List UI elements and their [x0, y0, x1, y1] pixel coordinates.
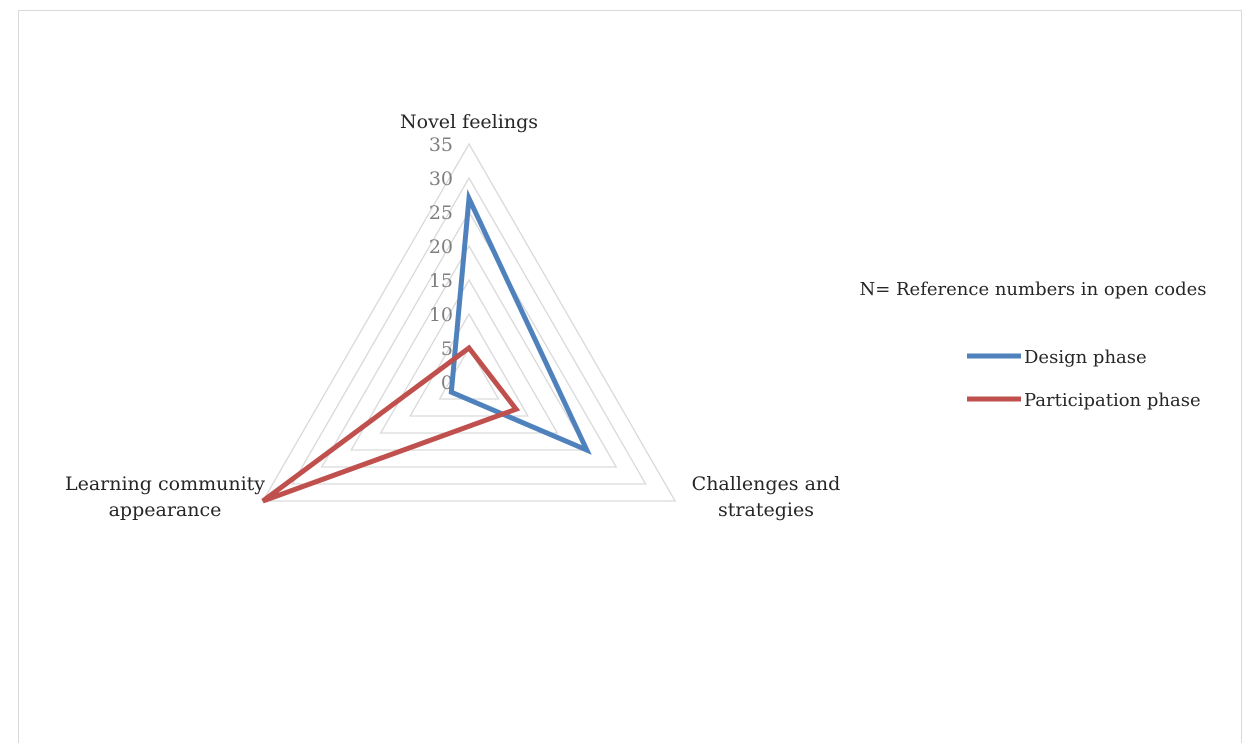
tick-label: 30: [429, 168, 453, 190]
annotation: N= Reference numbers in open codes: [859, 279, 1206, 300]
tick-label: 10: [429, 304, 453, 326]
grid: [261, 142, 677, 502]
tick-label: 20: [429, 236, 453, 258]
tick-label: 5: [441, 338, 453, 360]
grid-ring: [350, 244, 588, 451]
series-line: [448, 188, 592, 455]
tick-label: 15: [429, 270, 453, 292]
chart-frame: [18, 10, 1242, 743]
grid-ring: [408, 312, 530, 417]
series-line: [261, 344, 521, 504]
category-labels: Novel feelings Challenges and strategies Le…: [65, 111, 840, 521]
category-label: Challenges and strategies: [692, 473, 841, 521]
series-lines: [261, 188, 592, 504]
category-label: Learning community appearance: [65, 473, 265, 521]
grid-ring: [291, 176, 647, 485]
grid-ring: [261, 142, 677, 502]
legend-label: Participation phase: [1024, 390, 1201, 411]
legend-label: Design phase: [1024, 347, 1147, 368]
grid-ring: [320, 210, 618, 468]
tick-label: 35: [429, 134, 453, 156]
legend: Design phase Participation phase: [967, 347, 1201, 411]
tick-label: 25: [429, 202, 453, 224]
category-label: Novel feelings: [400, 111, 538, 133]
grid-ring: [379, 278, 559, 434]
